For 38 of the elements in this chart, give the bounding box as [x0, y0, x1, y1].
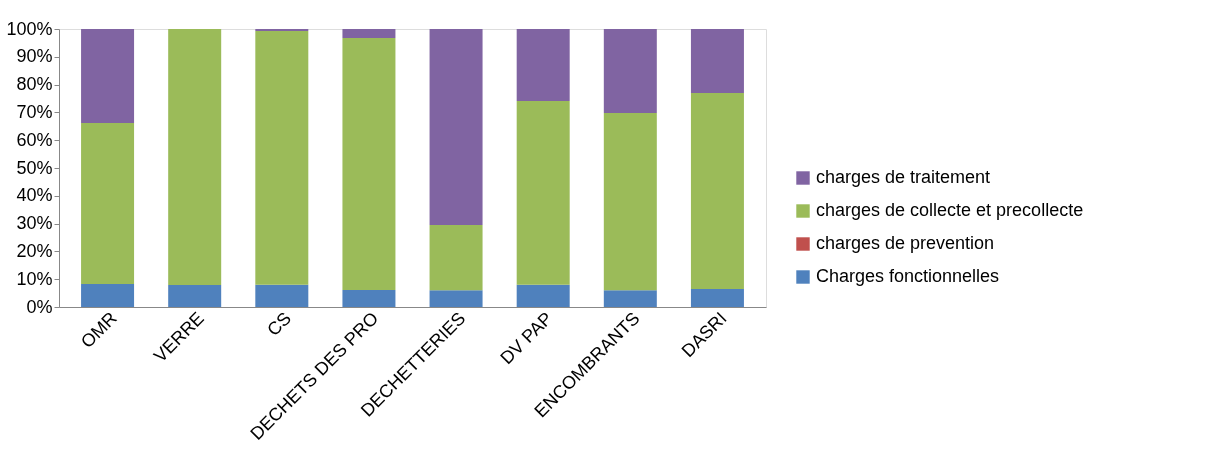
bar — [81, 29, 135, 123]
bar — [690, 29, 744, 93]
y-tick-label: 90% — [16, 46, 53, 67]
y-tick-label: 20% — [16, 240, 53, 261]
y-tick-label: 60% — [16, 129, 53, 150]
bar — [603, 29, 657, 113]
bar — [429, 290, 483, 307]
y-tick-label: 70% — [16, 101, 53, 122]
legend-label: Charges fonctionnelles — [816, 266, 1000, 286]
bar — [690, 288, 744, 307]
legend-label: charges de prevention — [816, 233, 995, 253]
bar — [516, 101, 570, 285]
bar — [342, 29, 396, 38]
x-tick-label: CS — [263, 308, 296, 340]
legend-label: charges de traitement — [816, 167, 991, 187]
y-tick-label: 40% — [16, 185, 53, 206]
y-tick-label: 50% — [16, 157, 53, 178]
y-tick-label: 100% — [6, 18, 53, 39]
bar — [429, 29, 483, 225]
y-tick-label: 30% — [16, 213, 53, 234]
bar — [342, 37, 396, 291]
bar — [168, 285, 222, 307]
y-tick-label: 10% — [16, 268, 53, 289]
bar — [690, 92, 744, 289]
bar — [81, 283, 135, 307]
bar — [81, 122, 135, 284]
bar — [342, 290, 396, 307]
bar — [168, 29, 222, 286]
bar — [429, 224, 483, 291]
bar — [255, 30, 309, 285]
bar — [255, 284, 309, 307]
y-tick-label: 0% — [26, 296, 53, 317]
bar — [516, 29, 570, 101]
bar — [603, 112, 657, 291]
bar — [603, 290, 657, 307]
y-tick-label: 80% — [16, 74, 53, 95]
bar — [516, 284, 570, 307]
legend-label: charges de collecte et precollecte — [816, 200, 1084, 220]
